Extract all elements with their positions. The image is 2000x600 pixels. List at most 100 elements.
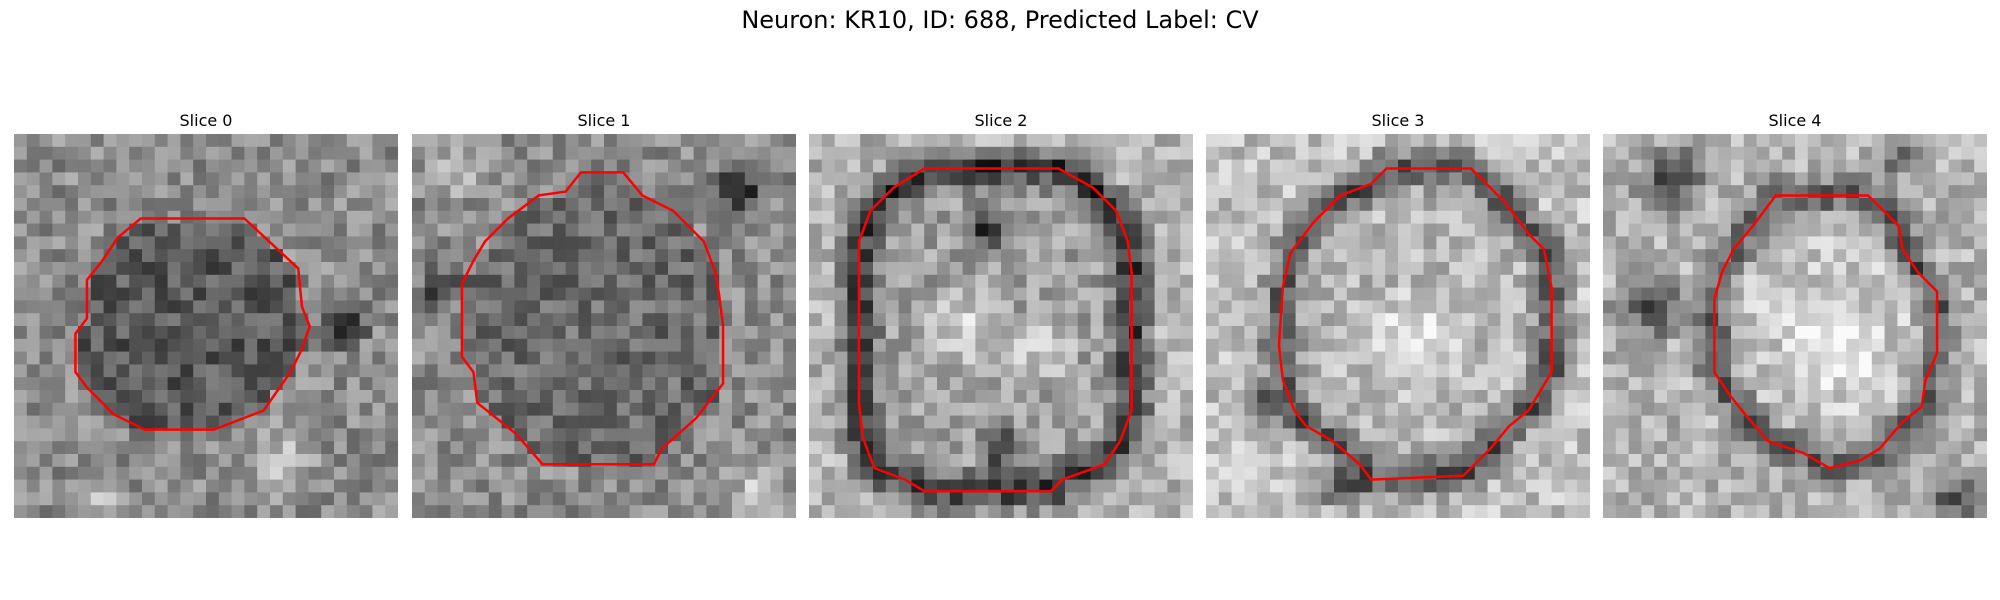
image-pixel	[1705, 390, 1719, 404]
image-pixel	[1795, 274, 1809, 288]
image-pixel	[475, 159, 490, 173]
image-pixel	[1756, 159, 1770, 173]
image-pixel	[885, 415, 899, 429]
image-pixel	[1718, 146, 1732, 160]
image-pixel	[1398, 313, 1412, 327]
image-pixel	[475, 197, 490, 212]
image-pixel	[1871, 185, 1885, 199]
image-pixel	[732, 338, 746, 352]
image-pixel	[1628, 197, 1642, 212]
image-pixel	[103, 351, 117, 365]
image-pixel	[757, 338, 771, 352]
image-pixel	[604, 249, 618, 263]
image-pixel	[1244, 441, 1258, 455]
image-pixel	[1077, 185, 1091, 199]
image-pixel	[308, 159, 322, 173]
image-pixel	[1935, 185, 1949, 199]
image-pixel	[847, 479, 861, 493]
image-pixel	[372, 262, 386, 276]
image-pixel	[1948, 197, 1962, 212]
image-pixel	[1206, 262, 1220, 276]
image-pixel	[719, 223, 733, 237]
image-pixel	[1859, 479, 1873, 493]
image-pixel	[885, 313, 899, 327]
image-pixel	[1282, 454, 1296, 468]
image-pixel	[1449, 146, 1463, 160]
image-pixel	[1218, 236, 1232, 250]
image-pixel	[680, 441, 694, 455]
image-pixel	[1769, 326, 1783, 340]
image-pixel	[1833, 262, 1847, 276]
image-pixel	[1513, 351, 1527, 365]
image-pixel	[629, 364, 643, 378]
image-pixel	[52, 377, 66, 391]
image-pixel	[655, 415, 669, 429]
image-pixel	[412, 454, 426, 468]
image-pixel	[1449, 210, 1463, 224]
image-pixel	[937, 479, 951, 493]
image-pixel	[578, 210, 592, 224]
image-pixel	[616, 159, 630, 173]
image-pixel	[103, 300, 117, 314]
image-pixel	[1244, 287, 1258, 301]
image-pixel	[1513, 197, 1527, 212]
image-pixel	[39, 197, 53, 212]
image-pixel	[167, 326, 181, 340]
image-pixel	[257, 146, 271, 160]
image-pixel	[14, 428, 28, 442]
image-pixel	[1782, 262, 1796, 276]
image-pixel	[1577, 326, 1590, 340]
image-pixel	[1577, 249, 1590, 263]
image-pixel	[1141, 159, 1155, 173]
image-pixel	[1359, 134, 1373, 148]
image-pixel	[218, 172, 232, 186]
image-pixel	[1449, 415, 1463, 429]
image-pixel	[783, 402, 796, 416]
image-pixel	[680, 262, 694, 276]
image-pixel	[540, 313, 554, 327]
image-pixel	[809, 377, 823, 391]
image-pixel	[834, 364, 848, 378]
image-pixel	[1551, 505, 1565, 518]
image-pixel	[706, 223, 720, 237]
image-pixel	[1026, 390, 1040, 404]
image-pixel	[1308, 134, 1322, 148]
image-pixel	[898, 134, 912, 148]
image-pixel	[450, 197, 464, 212]
image-pixel	[1423, 441, 1437, 455]
image-pixel	[1129, 249, 1143, 263]
image-pixel	[26, 287, 40, 301]
image-pixel	[346, 454, 360, 468]
image-pixel	[1359, 326, 1373, 340]
image-pixel	[1833, 390, 1847, 404]
image-pixel	[1628, 479, 1642, 493]
image-pixel	[167, 364, 181, 378]
image-pixel	[129, 249, 143, 263]
image-pixel	[154, 274, 168, 288]
image-pixel	[1807, 210, 1821, 224]
image-pixel	[1026, 249, 1040, 263]
image-pixel	[1334, 159, 1348, 173]
image-pixel	[1679, 505, 1693, 518]
image-pixel	[655, 466, 669, 480]
image-pixel	[257, 338, 271, 352]
image-pixel	[1551, 415, 1565, 429]
image-pixel	[693, 159, 707, 173]
image-pixel	[244, 454, 258, 468]
image-pixel	[821, 479, 835, 493]
image-pixel	[1935, 274, 1949, 288]
slice-1-image	[412, 134, 796, 518]
image-pixel	[1641, 402, 1655, 416]
image-pixel	[1013, 390, 1027, 404]
image-pixel	[732, 313, 746, 327]
image-pixel	[1039, 185, 1053, 199]
image-pixel	[193, 313, 207, 327]
image-pixel	[1538, 134, 1552, 148]
image-pixel	[1897, 364, 1911, 378]
image-pixel	[116, 338, 130, 352]
image-pixel	[873, 326, 887, 340]
image-pixel	[1679, 454, 1693, 468]
image-pixel	[924, 236, 938, 250]
image-pixel	[167, 287, 181, 301]
image-pixel	[321, 505, 335, 518]
